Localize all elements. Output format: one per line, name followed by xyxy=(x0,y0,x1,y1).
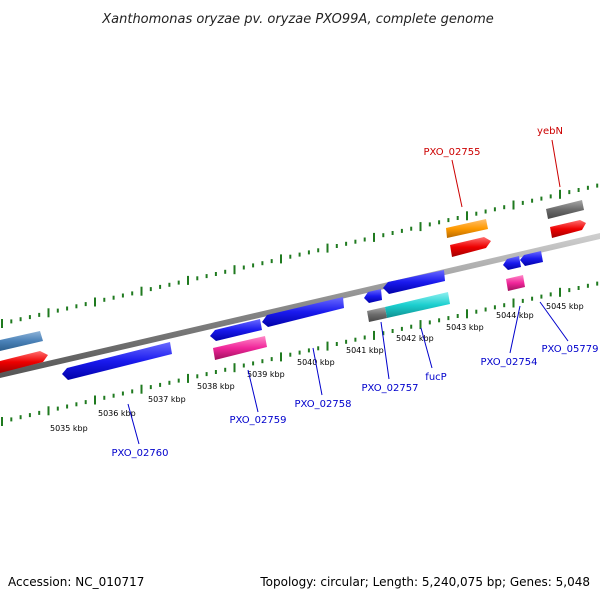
gene-forward-red-left xyxy=(0,351,48,373)
gene-forward-gray-right xyxy=(546,200,584,219)
reverse-strand-genes xyxy=(62,251,543,380)
gene-label-leader xyxy=(420,327,433,369)
tick-label: 5045 kbp xyxy=(546,302,584,311)
tick-label: 5035 kbp xyxy=(50,424,88,433)
accession-label: Accession: NC_010717 xyxy=(8,575,144,589)
gene-reverse-pink xyxy=(213,336,267,360)
gene-reverse-blue-5 xyxy=(503,256,521,270)
gene-label: PXO_02755 xyxy=(424,147,481,158)
genome-backbone xyxy=(0,233,600,378)
gene-label-leader xyxy=(509,305,521,354)
tick-label: 5044 kbp xyxy=(496,311,534,320)
tick-label: 5038 kbp xyxy=(197,382,235,391)
gene-label-leader xyxy=(247,369,259,413)
gene-label: PXO_02754 xyxy=(481,357,538,368)
gene-forward-red-right xyxy=(550,220,586,238)
gene-label-leader xyxy=(127,403,140,445)
tick-label: 5042 kbp xyxy=(396,334,434,343)
gene-label: PXO_05779 xyxy=(542,344,599,355)
gene-label: PXO_02760 xyxy=(112,448,169,459)
tick-tracks xyxy=(1,183,599,426)
gene-reverse-blue-small xyxy=(364,289,382,303)
gene-label: PXO_02758 xyxy=(295,399,352,410)
reverse-tick-track xyxy=(1,281,599,426)
tick-label: 5039 kbp xyxy=(247,370,285,379)
forward-tick-track xyxy=(1,183,599,328)
gene-reverse-cyan xyxy=(385,292,450,318)
gene-reverse-pink-small xyxy=(506,275,525,291)
gene-reverse-blue-2 xyxy=(210,319,262,341)
gene-labels: PXO_02755 yebN PXO_02760 PXO_02759 PXO_02758… xyxy=(112,126,599,459)
gene-label-leader xyxy=(380,321,390,380)
gene-forward-red-mid xyxy=(450,237,491,257)
gene-reverse-gray xyxy=(367,307,387,322)
gene-label-leader xyxy=(551,139,561,188)
gene-label-leader xyxy=(312,347,323,396)
tick-label: 5037 kbp xyxy=(148,395,186,404)
gene-reverse-blue-1 xyxy=(62,342,172,380)
gene-reverse-blue-6 xyxy=(520,251,543,266)
gene-forward-steel xyxy=(0,331,43,351)
tick-label: 5041 kbp xyxy=(346,346,384,355)
genome-title: Xanthomonas oryzae pv. oryzae PXO99A, co… xyxy=(101,12,494,27)
forward-strand-genes xyxy=(0,200,586,373)
tick-label: 5043 kbp xyxy=(446,323,484,332)
genome-summary-label: Topology: circular; Length: 5,240,075 bp… xyxy=(259,575,590,589)
gene-label-leader xyxy=(539,301,569,342)
gene-label: fucP xyxy=(425,372,446,383)
gene-label: yebN xyxy=(537,126,563,137)
gene-label: PXO_02759 xyxy=(230,415,287,426)
gene-label: PXO_02757 xyxy=(362,383,419,394)
gene-forward-orange xyxy=(446,219,488,238)
gene-reverse-blue-4 xyxy=(383,270,445,294)
gene-label-leader xyxy=(451,159,463,208)
gene-reverse-blue-3 xyxy=(262,297,344,327)
tick-label: 5036 kbp xyxy=(98,409,136,418)
